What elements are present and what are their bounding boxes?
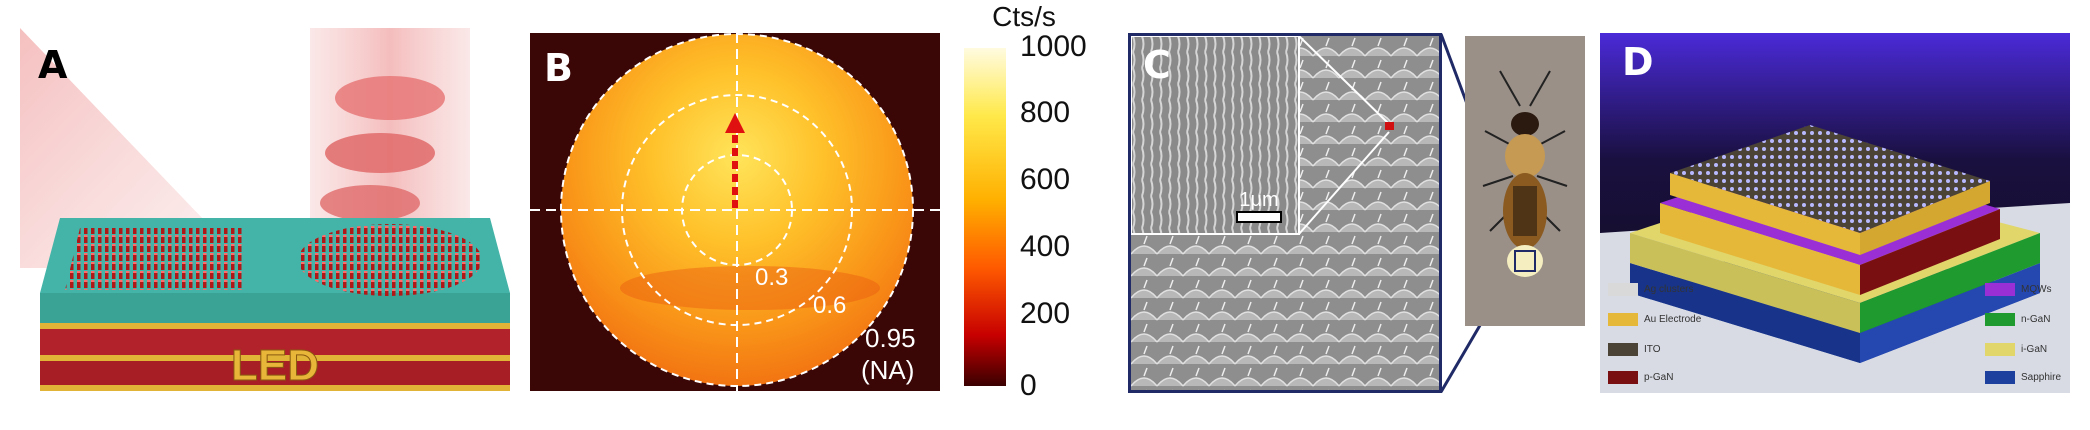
firefly-zoom-box <box>1514 250 1536 272</box>
na-unit-label: (NA) <box>861 355 914 385</box>
panel-a: LED A <box>20 28 510 398</box>
legend-swatch <box>1608 343 1638 356</box>
legend-swatch <box>1985 371 2015 384</box>
legend-label: MQWs <box>2021 284 2052 295</box>
panel-c-label: C <box>1143 43 1171 87</box>
panel-c: 1μm C <box>1128 33 1442 393</box>
legend-label: i-GaN <box>2021 344 2048 355</box>
colorbar-tick: 400 <box>1020 230 1070 263</box>
firefly-photo <box>1465 36 1585 326</box>
legend-label: Ag clusters <box>1644 284 1694 295</box>
legend-label: ITO <box>1644 344 1661 355</box>
colorbar-tick: 800 <box>1020 96 1070 129</box>
legend-swatch <box>1985 283 2015 296</box>
legend-swatch <box>1985 313 2015 326</box>
legend-item: MQWs <box>1985 283 2052 296</box>
spiral-beam <box>320 76 445 221</box>
led-text: LED <box>231 341 319 390</box>
colorbar-unit: Cts/s <box>992 1 1056 32</box>
scale-bar-label: 1μm <box>1239 189 1278 211</box>
nanopillar-array-circular <box>298 224 482 296</box>
legend-item: Sapphire <box>1985 371 2061 384</box>
panel-d: D Ag clusters Au Electrode ITO p-GaN MQW… <box>1600 33 2070 393</box>
nanoparticle-layer <box>1670 125 1990 233</box>
panel-a-label: A <box>38 43 68 87</box>
legend-item: ITO <box>1608 343 1660 356</box>
legend-label: n-GaN <box>2021 314 2051 325</box>
colorbar-tick: 1000 <box>1020 30 1087 63</box>
led-structure-3d <box>1600 33 2070 393</box>
legend-item: p-GaN <box>1608 371 1673 384</box>
na-label-095: 0.95 <box>865 323 916 353</box>
panel-b-label: B <box>544 46 573 90</box>
led-device-illustration: LED <box>20 28 510 391</box>
legend-item: Au Electrode <box>1608 313 1701 326</box>
colorbar-gradient <box>964 48 1006 386</box>
panel-b: 0.3 0.6 0.95 (NA) B <box>530 33 940 391</box>
legend-label: Sapphire <box>2021 372 2062 383</box>
legend-swatch <box>1985 343 2015 356</box>
na-label-06: 0.6 <box>813 292 846 319</box>
legend-swatch <box>1608 371 1638 384</box>
zoom-marker <box>1385 122 1394 130</box>
colorbar-tick: 200 <box>1020 297 1070 330</box>
angular-emission-map: 0.3 0.6 0.95 (NA) <box>530 33 940 391</box>
legend-item: n-GaN <box>1985 313 2050 326</box>
colorbar-tick: 0 <box>1020 369 1037 400</box>
legend-swatch <box>1608 283 1638 296</box>
legend-swatch <box>1608 313 1638 326</box>
legend-label: Au Electrode <box>1644 314 1702 325</box>
colorbar-tick: 600 <box>1020 163 1070 196</box>
na-label-03: 0.3 <box>755 264 788 291</box>
legend-item: i-GaN <box>1985 343 2047 356</box>
sem-inset <box>1131 36 1300 235</box>
light-beam-left <box>20 28 250 268</box>
panel-d-label: D <box>1622 40 1654 84</box>
scale-bar <box>1236 211 1282 223</box>
legend-item: Ag clusters <box>1608 283 1693 296</box>
sem-micrograph: 1μm <box>1131 36 1439 390</box>
legend-label: p-GaN <box>1644 372 1674 383</box>
device-front-top <box>40 293 510 323</box>
firefly-lantern <box>1507 245 1543 277</box>
nanopillar-array-square <box>65 228 245 290</box>
colorbar: Cts/s 1000 800 600 400 200 0 <box>960 0 1110 400</box>
